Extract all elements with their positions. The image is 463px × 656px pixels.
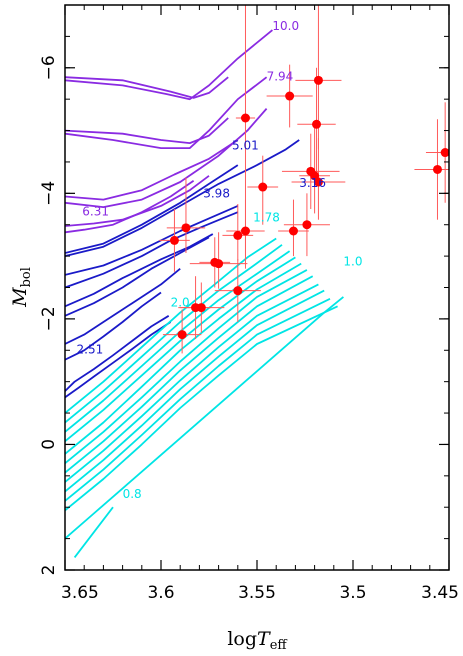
- y-tick-labels: 2 0 −2 −4 −6: [39, 55, 59, 575]
- track-line-14: [65, 236, 210, 317]
- x-tick-labels: 3.65 3.6 3.55 3.5 3.45: [61, 583, 459, 603]
- track-label-2: 7.94: [267, 69, 294, 83]
- track-line-19: [65, 237, 277, 414]
- track-label-1: 10.0: [272, 19, 299, 33]
- track-line-2: [65, 29, 273, 101]
- x-axis-title: logTeff: [227, 628, 288, 653]
- data-point-13: [181, 223, 191, 233]
- data-point-10: [288, 226, 298, 236]
- y-tick-label-2: 0: [39, 439, 59, 450]
- track-mass-labels: 10.0 7.94 6.31 5.01 3.98 3.16 2.51 1.78 2.0 1.0 0.…: [77, 19, 363, 501]
- data-point-2: [285, 91, 295, 101]
- track-line-29: [65, 305, 338, 512]
- track-line-16: [65, 291, 162, 361]
- track-line-30: [65, 296, 344, 540]
- track-line-26: [65, 283, 319, 483]
- track-line-23: [65, 262, 302, 455]
- track-line-10: [65, 139, 300, 257]
- track-line-5: [65, 139, 239, 201]
- track-line-31: [73, 506, 114, 558]
- x-tick-label-1: 3.65: [61, 583, 99, 603]
- y-tick-label-4: −4: [39, 181, 59, 206]
- track-line-6: [65, 108, 268, 209]
- data-point-11: [240, 226, 250, 236]
- track-line-17: [65, 315, 170, 392]
- data-point-17: [233, 286, 243, 296]
- track-label-4: 5.01: [232, 138, 259, 152]
- track-line-24: [65, 269, 308, 464]
- data-point-19: [196, 303, 206, 313]
- evolutionary-tracks: [65, 29, 344, 558]
- data-point-4: [312, 119, 322, 129]
- data-point-9: [302, 220, 312, 230]
- data-points: [169, 75, 449, 340]
- x-tick-label-4: 3.5: [339, 583, 366, 603]
- track-line-28: [65, 297, 331, 502]
- data-point-22: [440, 148, 449, 158]
- x-tick-label-3: 3.55: [238, 583, 276, 603]
- y-axis-title: Mbol: [9, 267, 34, 308]
- track-label-9: 2.0: [171, 295, 190, 309]
- track-label-5: 3.98: [203, 187, 230, 201]
- y-tick-label-5: −6: [39, 55, 59, 80]
- data-point-8: [258, 182, 268, 192]
- data-point-14: [169, 235, 179, 245]
- axis-ticks: [64, 4, 450, 571]
- track-label-8: 1.78: [253, 211, 280, 225]
- data-point-21: [432, 164, 442, 174]
- data-point-1: [240, 113, 250, 123]
- track-line-1: [65, 76, 229, 99]
- track-line-18: [65, 321, 172, 399]
- track-label-7: 2.51: [77, 342, 104, 356]
- track-label-3: 6.31: [82, 204, 109, 218]
- data-point-12: [233, 230, 243, 240]
- y-tick-label-3: −2: [39, 306, 59, 331]
- data-point-16: [214, 259, 224, 269]
- track-label-10: 1.0: [343, 255, 362, 269]
- track-line-22: [65, 256, 296, 442]
- track-line-20: [65, 244, 283, 424]
- track-label-6: 3.16: [299, 176, 326, 190]
- track-line-13: [65, 233, 214, 308]
- data-point-7: [313, 177, 323, 187]
- track-line-15: [65, 268, 181, 345]
- track-label-11: 0.8: [123, 487, 142, 501]
- x-tick-label-2: 3.6: [147, 583, 174, 603]
- data-point-20: [177, 330, 187, 340]
- track-line-27: [65, 289, 325, 493]
- data-point-3: [313, 75, 323, 85]
- track-line-3: [65, 117, 229, 145]
- y-tick-label-1: 2: [39, 565, 59, 576]
- track-line-9: [65, 164, 239, 254]
- x-tick-label-5: 3.45: [421, 583, 459, 603]
- track-line-25: [65, 275, 314, 474]
- track-line-4: [65, 76, 268, 150]
- track-line-8: [65, 180, 195, 234]
